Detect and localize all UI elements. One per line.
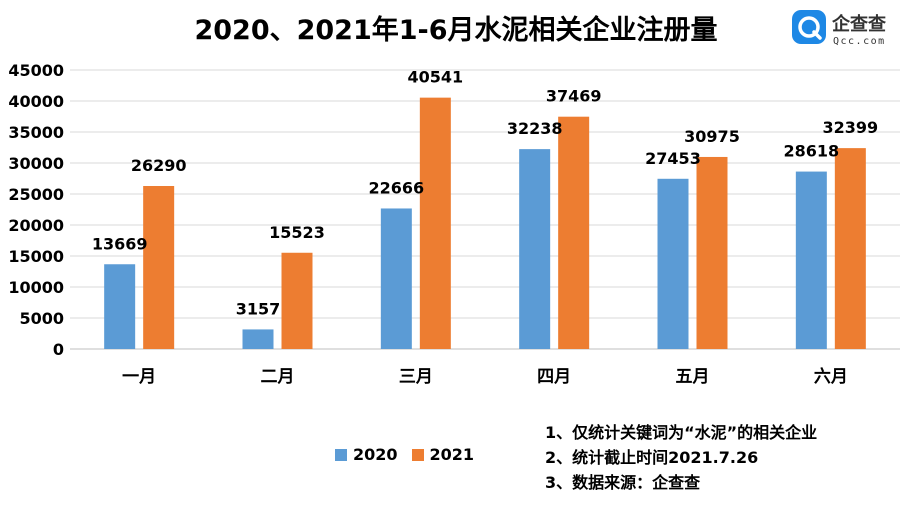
data-label-2020-2: 3157 — [236, 299, 281, 318]
bar-2020-6 — [795, 171, 827, 349]
data-label-2021-1: 26290 — [131, 156, 187, 175]
data-label-2021-2: 15523 — [269, 223, 325, 242]
footnote-1: 1、仅统计关键词为“水泥”的相关企业 — [545, 423, 818, 442]
data-label-2021-6: 32399 — [822, 118, 878, 137]
bar-2021-4 — [558, 116, 590, 349]
data-label-2020-5: 27453 — [645, 149, 701, 168]
bars — [104, 97, 866, 349]
gridlines — [70, 69, 900, 350]
y-tick-label: 5000 — [19, 309, 64, 328]
bar-2020-2 — [242, 329, 274, 349]
legend-swatch-2021 — [411, 448, 424, 461]
y-tick-label: 0 — [53, 340, 64, 359]
data-label-2021-5: 30975 — [684, 127, 740, 146]
bar-2021-3 — [419, 97, 451, 349]
bar-2021-6 — [834, 148, 866, 349]
legend-label-2021: 2021 — [429, 445, 475, 464]
bar-2021-5 — [696, 156, 728, 349]
y-tick-label: 45000 — [8, 61, 64, 80]
bar-2021-1 — [143, 186, 175, 349]
footnote-3: 3、数据来源：企查查 — [545, 473, 701, 492]
data-label-2021-3: 40541 — [407, 68, 463, 87]
y-tick-label: 15000 — [8, 247, 64, 266]
qcc-logo: 企查查 Qcc.com — [792, 10, 886, 47]
footnote-2: 2、统计截止时间2021.7.26 — [545, 448, 759, 467]
data-labels: 13669 26290 3157 15523 22666 40541 32238 37469 2… — [92, 68, 878, 319]
x-tick-label: 一月 — [122, 367, 156, 387]
footnotes: 1、仅统计关键词为“水泥”的相关企业 2、统计截止时间2021.7.26 3、数… — [545, 420, 817, 495]
bar-2020-1 — [104, 264, 136, 349]
data-label-2020-6: 28618 — [783, 142, 839, 161]
bar-2020-5 — [657, 178, 689, 349]
x-axis-ticks: 一月 二月 三月 四月 五月 六月 — [122, 366, 848, 387]
qcc-logo-icon-ring — [798, 16, 820, 38]
y-tick-label: 40000 — [8, 92, 64, 111]
legend-swatch-2020 — [335, 448, 347, 461]
x-tick-label: 六月 — [814, 366, 848, 387]
y-tick-label: 35000 — [8, 123, 64, 142]
x-tick-label: 四月 — [537, 367, 571, 387]
bar-2020-4 — [519, 149, 551, 349]
data-label-2020-4: 32238 — [507, 119, 563, 138]
legend-item-2021: 2021 — [411, 445, 475, 464]
legend-label-2020: 2020 — [353, 445, 398, 464]
bar-2020-3 — [380, 208, 412, 349]
y-tick-label: 30000 — [8, 154, 64, 173]
y-axis-ticks: 0 5000 10000 15000 20000 25000 30000 35000 40000… — [8, 61, 64, 359]
x-tick-label: 二月 — [261, 367, 295, 387]
chart-title: 2020、2021年1-6月水泥相关企业注册量 — [194, 15, 718, 46]
qcc-logo-name: 企查查 — [831, 13, 886, 35]
x-tick-label: 三月 — [399, 367, 433, 387]
data-label-2020-1: 13669 — [92, 234, 148, 253]
legend-item-2020: 2020 — [335, 445, 398, 464]
x-tick-label: 五月 — [676, 367, 710, 387]
qcc-logo-icon-tail — [812, 30, 822, 40]
qcc-logo-domain: Qcc.com — [833, 36, 886, 47]
data-label-2020-3: 22666 — [368, 178, 424, 197]
legend: 2020 2021 — [335, 445, 488, 464]
y-tick-label: 10000 — [8, 278, 64, 297]
y-tick-label: 20000 — [8, 216, 64, 235]
bar-2021-2 — [281, 252, 313, 349]
data-label-2021-4: 37469 — [546, 87, 602, 106]
y-tick-label: 25000 — [8, 185, 64, 204]
